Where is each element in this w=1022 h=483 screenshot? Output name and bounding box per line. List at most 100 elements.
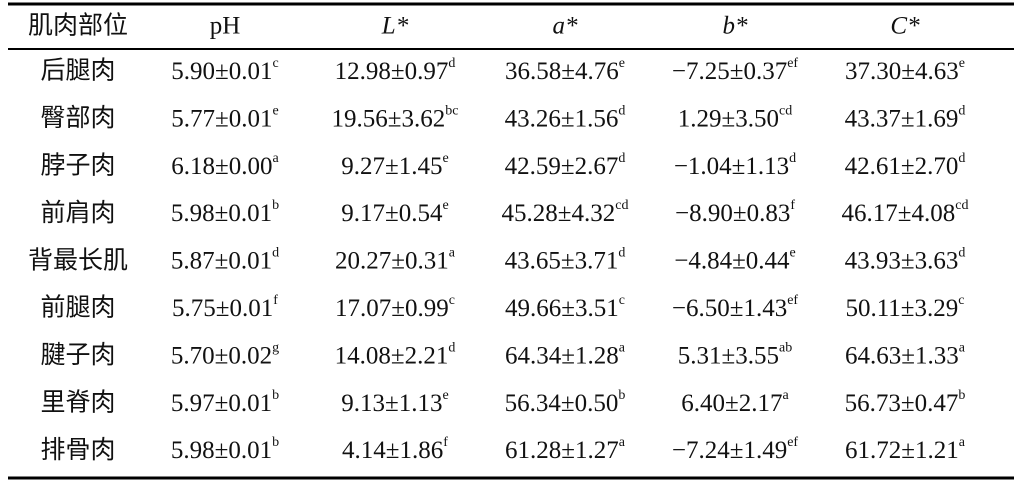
cell: 9.27±1.45e <box>341 151 448 180</box>
cell: 6.40±2.17a <box>681 388 789 417</box>
cell-value: −7.24±1.49 <box>672 437 787 464</box>
cell: 61.72±1.21a <box>845 435 966 464</box>
cell-superscript: b <box>618 388 625 403</box>
cell-value: 36.58±4.76 <box>505 58 619 85</box>
row-label: 臀部肉 <box>40 104 115 132</box>
column-header: C* <box>890 13 920 40</box>
column-header: pH <box>210 13 241 40</box>
cell: 5.98±0.01b <box>171 435 279 464</box>
cell-superscript: f <box>273 293 278 308</box>
cell-value: 43.37±1.69 <box>845 105 959 132</box>
cell-value: −1.04±1.13 <box>674 153 789 180</box>
cell: 9.17±0.54e <box>341 198 448 227</box>
cell-value: 9.27±1.45 <box>341 153 442 180</box>
cell-value: 61.72±1.21 <box>845 437 959 464</box>
cell-superscript: d <box>272 246 279 261</box>
cell: 12.98±0.97d <box>335 56 456 85</box>
cell: 19.56±3.62bc <box>332 104 459 133</box>
cell-superscript: b <box>958 388 965 403</box>
cell-superscript: a <box>959 341 966 356</box>
cell: 5.87±0.01d <box>171 246 279 275</box>
cell: 49.66±3.51c <box>505 293 625 322</box>
cell-value: 46.17±4.08 <box>842 200 956 227</box>
cell-superscript: b <box>272 388 279 403</box>
cell-superscript: b <box>272 198 279 213</box>
row-label: 后腿肉 <box>40 57 115 85</box>
cell-superscript: d <box>618 246 625 261</box>
cell-superscript: e <box>443 388 449 403</box>
row-label: 腱子肉 <box>40 341 115 369</box>
cell-superscript: a <box>449 246 456 261</box>
cell-value: 5.98±0.01 <box>171 437 272 464</box>
cell: −1.04±1.13d <box>674 151 796 180</box>
cell-superscript: f <box>790 198 795 213</box>
cell-value: 19.56±3.62 <box>332 105 446 132</box>
cell-value: 37.30±4.63 <box>845 58 959 85</box>
cell-value: 5.31±3.55 <box>678 342 779 369</box>
cell-superscript: ef <box>787 56 798 71</box>
cell-superscript: d <box>448 56 455 71</box>
cell-superscript: c <box>449 293 455 308</box>
cell: 17.07±0.99c <box>335 293 455 322</box>
cell-value: 61.28±1.27 <box>505 437 619 464</box>
cell-value: 64.34±1.28 <box>505 342 619 369</box>
column-header: a* <box>553 13 579 40</box>
cell-superscript: c <box>273 56 279 71</box>
cell-superscript: ef <box>787 293 798 308</box>
cell-value: 5.98±0.01 <box>171 200 272 227</box>
cell-superscript: f <box>443 435 448 450</box>
cell: 5.70±0.02g <box>171 341 279 370</box>
cell-value: 5.87±0.01 <box>171 247 272 274</box>
cell-value: −7.25±0.37 <box>672 58 787 85</box>
cell: 5.90±0.01c <box>171 56 278 85</box>
cell-superscript: d <box>618 151 625 166</box>
cell: 64.63±1.33a <box>845 341 966 370</box>
cell-value: 9.13±1.13 <box>341 390 442 417</box>
cell: 5.31±3.55ab <box>678 341 792 370</box>
cell-value: 9.17±0.54 <box>341 200 443 227</box>
cell: 14.08±2.21d <box>335 341 456 370</box>
cell-value: 50.11±3.29 <box>845 295 958 322</box>
cell: 5.97±0.01b <box>171 388 279 417</box>
cell-superscript: d <box>789 151 796 166</box>
cell: −6.50±1.43ef <box>672 293 799 322</box>
cell: 6.18±0.00a <box>171 151 279 180</box>
cell-superscript: bc <box>445 104 458 119</box>
row-label: 背最长肌 <box>28 246 128 274</box>
cell-value: 42.61±2.70 <box>845 153 959 180</box>
column-header: b* <box>723 13 749 40</box>
row-label: 前肩肉 <box>40 199 115 227</box>
cell: −7.25±0.37ef <box>672 56 799 85</box>
cell: 43.37±1.69d <box>845 104 966 133</box>
cell-superscript: g <box>272 341 279 356</box>
cell: 43.26±1.56d <box>505 104 626 133</box>
cell-value: 56.34±0.50 <box>505 390 619 417</box>
cell-value: 4.14±1.86 <box>342 437 443 464</box>
cell-superscript: a <box>619 435 626 450</box>
cell-superscript: e <box>443 151 449 166</box>
cell-value: 20.27±0.31 <box>335 247 449 274</box>
row-label: 排骨肉 <box>40 436 115 464</box>
cell: 43.93±3.63d <box>845 246 966 275</box>
cell: −4.84±0.44e <box>674 246 796 275</box>
cell-superscript: c <box>619 293 625 308</box>
cell-value: 6.40±2.17 <box>681 390 782 417</box>
cell: 56.34±0.50b <box>505 388 626 417</box>
cell: 20.27±0.31a <box>335 246 456 275</box>
cell: −8.90±0.83f <box>675 198 795 227</box>
cell: 46.17±4.08cd <box>842 198 969 227</box>
cell-superscript: ab <box>779 341 792 356</box>
cell-superscript: d <box>448 341 455 356</box>
cell-value: 43.65±3.71 <box>505 247 619 274</box>
cell-value: −6.50±1.43 <box>672 295 787 322</box>
cell: 4.14±1.86f <box>342 435 448 464</box>
cell-superscript: b <box>272 435 279 450</box>
cell: 56.73±0.47b <box>845 388 966 417</box>
cell: 36.58±4.76e <box>505 56 625 85</box>
cell-superscript: cd <box>955 198 968 213</box>
cell: 5.98±0.01b <box>171 198 279 227</box>
cell-superscript: c <box>958 293 964 308</box>
cell-superscript: e <box>790 246 796 261</box>
cell-value: 56.73±0.47 <box>845 390 959 417</box>
cell-superscript: cd <box>615 198 628 213</box>
